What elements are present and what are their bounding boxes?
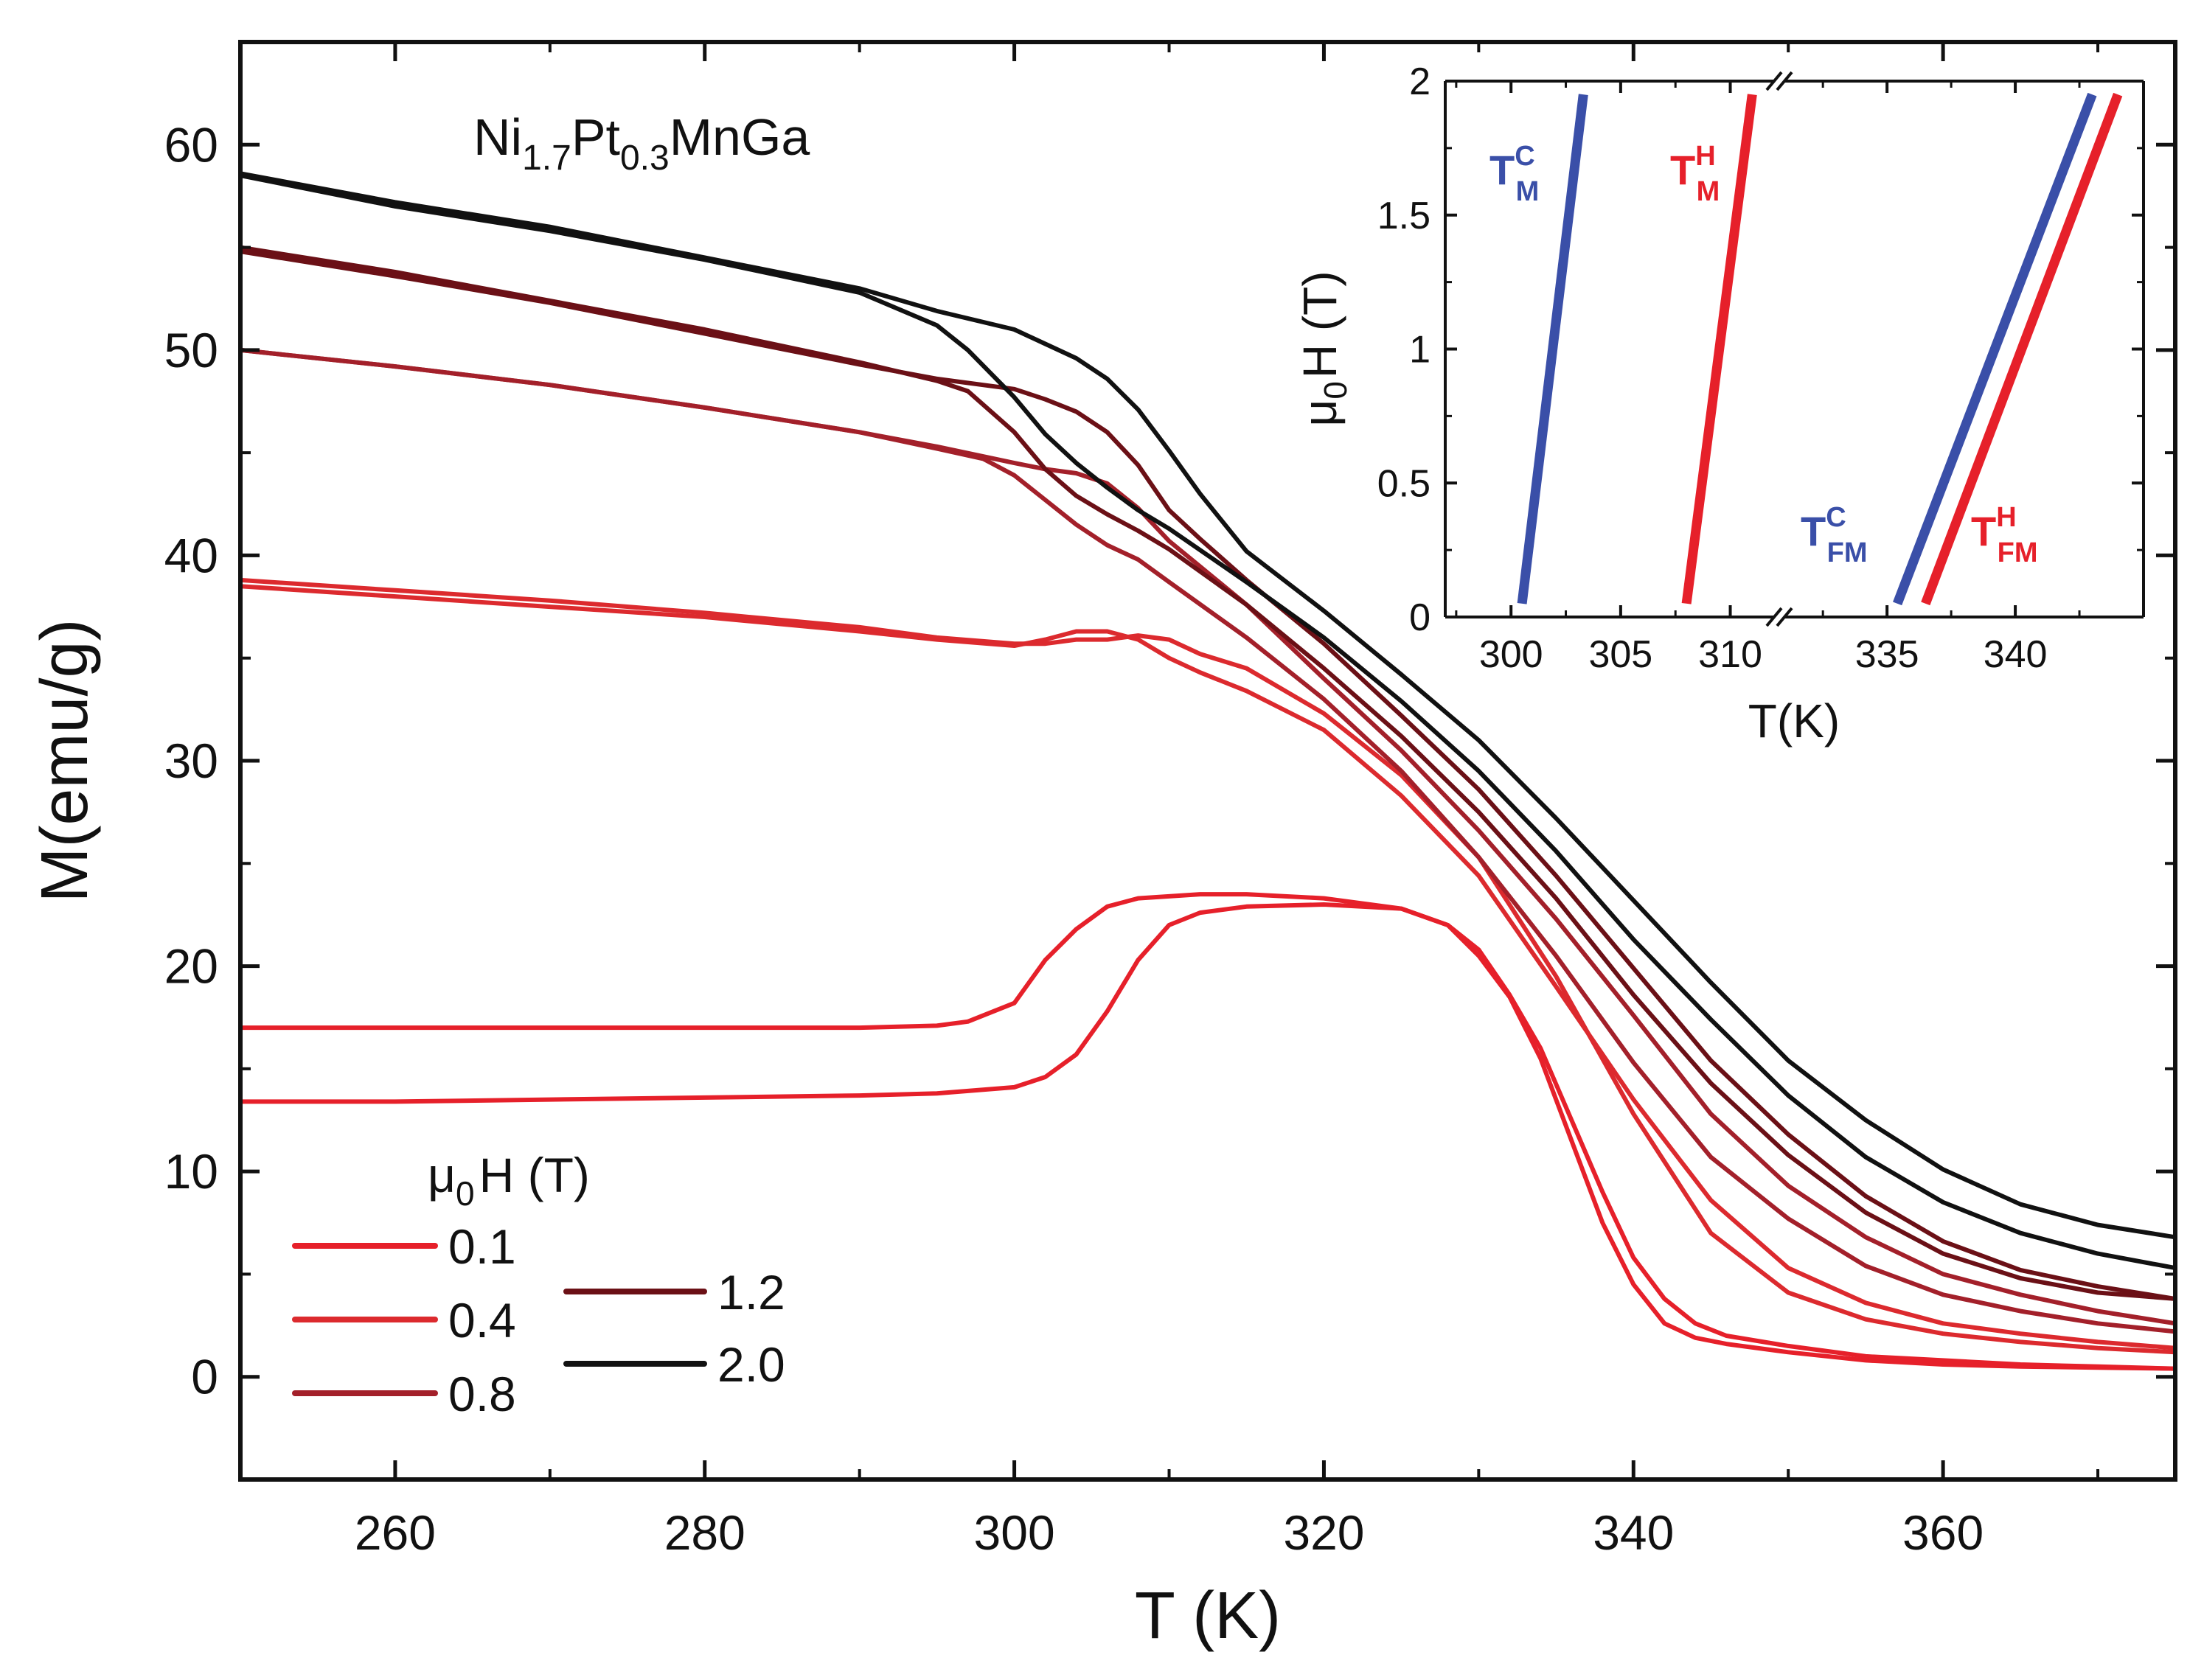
legend-label-2_0: 2.0 <box>717 1337 785 1392</box>
inset-line-tfmh <box>1921 92 2123 606</box>
inset-annotation-0: TC M <box>1489 141 1539 207</box>
legend-entries: 0.1 0.4 0.8 1.2 2.0 <box>292 1219 785 1421</box>
y-tick-label: 60 <box>164 117 218 172</box>
series-2_0-cooling-line <box>238 173 2177 1271</box>
annotation-base: T <box>1489 147 1515 193</box>
y-tick-label: 50 <box>164 323 218 377</box>
inset-line-tmc <box>1517 94 1588 604</box>
axis-break-mark <box>1776 607 1793 627</box>
y-tick-label: 30 <box>164 733 218 788</box>
y-tick-label: 20 <box>164 939 218 994</box>
main-curves <box>238 171 2177 1371</box>
inset-line-tmh <box>1681 94 1757 604</box>
sample-label: Ni1.7Pt0.3MnGa <box>473 108 810 178</box>
series-0_1-heating-line <box>238 902 2177 1371</box>
inset-background <box>1445 81 2144 617</box>
legend-label-1_2: 1.2 <box>717 1265 785 1320</box>
annotation-base: T <box>1971 508 1996 554</box>
axis-break-mark <box>1776 71 1793 91</box>
legend-label-0_8: 0.8 <box>448 1367 516 1421</box>
inset-y-axis-title: μ0 H (T) <box>1293 271 1354 426</box>
inset-curves <box>1517 92 2123 606</box>
legend-label-0_1: 0.1 <box>448 1219 516 1274</box>
annotation-sub: FM <box>1998 537 2038 568</box>
inset-y-tick-label: 2 <box>1409 60 1430 103</box>
x-tick-label: 360 <box>1902 1505 1984 1560</box>
series-1_2-heating-line <box>238 249 2177 1301</box>
y-tick-label: 10 <box>164 1144 218 1199</box>
inset-y-tick-label: 0.5 <box>1377 462 1430 505</box>
x-tick-label: 300 <box>974 1505 1055 1560</box>
inset-x-tick-label: 335 <box>1855 633 1919 676</box>
main-x-axis-title: T (K) <box>1135 1579 1281 1653</box>
annotation-sup: H <box>1695 141 1715 172</box>
annotation-sub: FM <box>1827 537 1868 568</box>
annotation-sup: C <box>1515 141 1534 172</box>
axis-break-mark <box>1765 607 1783 627</box>
legend-title: μ0H (T) <box>428 1148 590 1213</box>
legend-title-mu: μ <box>428 1148 456 1202</box>
x-tick-label: 340 <box>1593 1505 1674 1560</box>
inset-x-tick-label: 340 <box>1984 633 2048 676</box>
inset-y-tick-label: 0 <box>1409 596 1430 639</box>
inset-x-tick-label: 300 <box>1479 633 1543 676</box>
inset-x-tick-label: 310 <box>1698 633 1762 676</box>
sample-label-pt-sub: 0.3 <box>620 139 670 178</box>
annotation-base: T <box>1670 147 1695 193</box>
annotation-sub: M <box>1697 176 1720 207</box>
series-2_0-heating-line <box>238 171 2177 1240</box>
legend-title-rest: H (T) <box>479 1148 590 1202</box>
legend: μ0H (T) 0.1 0.4 0.8 1.2 2.0 <box>292 1148 785 1421</box>
annotation-base: T <box>1801 508 1826 554</box>
inset-y-title-sub: 0 <box>1318 381 1354 399</box>
sample-label-pt: Pt <box>571 108 620 166</box>
main-y-axis-title: M(emu/g) <box>28 618 102 902</box>
annotation-sup: C <box>1826 502 1846 533</box>
axis-break-mark <box>1765 71 1783 91</box>
inset-annotation-2: TC FM <box>1801 502 1868 568</box>
inset-line-tfmc <box>1893 92 2097 606</box>
x-tick-label: 260 <box>355 1505 436 1560</box>
inset-annotations: TC M TH MTC FM TH FM <box>1489 141 2038 568</box>
y-tick-label: 40 <box>164 528 218 582</box>
sample-label-ni: Ni <box>473 108 522 166</box>
inset-x-tick-label: 305 <box>1588 633 1652 676</box>
inset-annotation-1: TH M <box>1670 141 1720 207</box>
series-0_4-heating-line <box>238 584 2177 1350</box>
x-tick-label: 320 <box>1283 1505 1364 1560</box>
inset-y-tick-label: 1 <box>1409 329 1430 372</box>
sample-label-ni-sub: 1.7 <box>522 139 571 178</box>
x-tick-label: 280 <box>664 1505 745 1560</box>
y-tick-label: 0 <box>191 1350 218 1404</box>
sample-label-mnga: MnGa <box>670 108 810 166</box>
legend-label-0_4: 0.4 <box>448 1293 516 1348</box>
inset-annotation-3: TH FM <box>1971 502 2038 568</box>
inset-x-axis-title: T(K) <box>1748 694 1840 747</box>
annotation-sup: H <box>1996 502 2016 533</box>
series-0_4-cooling-line <box>238 577 2177 1355</box>
inset-y-tick-label: 1.5 <box>1377 195 1430 237</box>
inset-y-title-rest: H (T) <box>1293 271 1346 378</box>
legend-title-sub: 0 <box>456 1174 475 1213</box>
annotation-sub: M <box>1516 176 1540 207</box>
inset-y-title-mu: μ <box>1293 400 1346 427</box>
inset-ticks: 300 305 310 335 340 0 0.5 1 1.5 2 <box>1377 60 2144 676</box>
